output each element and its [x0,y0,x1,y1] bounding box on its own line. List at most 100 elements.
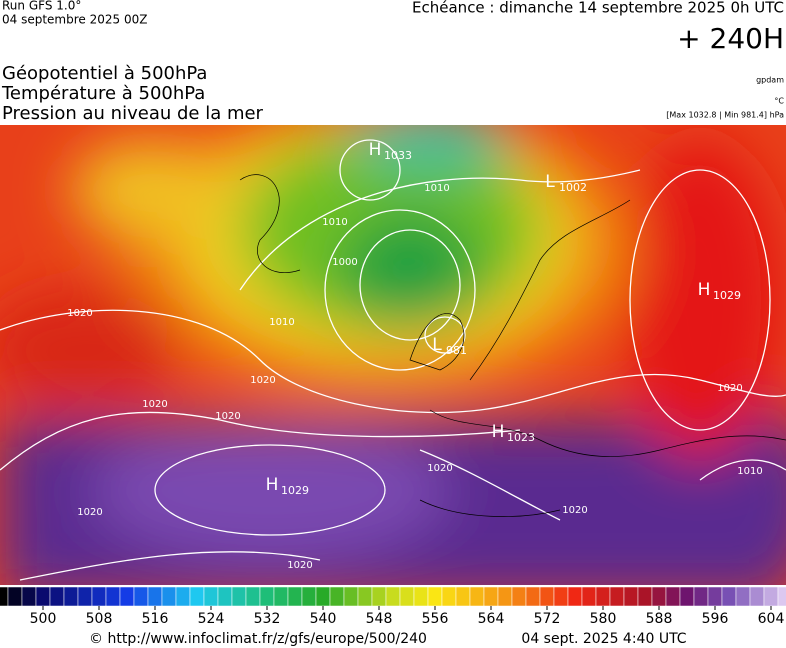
colorbar-tick-label: 580 [590,611,617,627]
colorbar-tick-label: 524 [198,611,225,627]
colorbar-swatch [427,586,443,607]
colorbar-swatch [637,586,653,607]
isobar-label: 1020 [67,308,92,319]
colorbar-swatch [693,586,709,607]
colorbar-swatch [231,586,247,607]
isobar-label: 1020 [142,399,167,410]
centre-value: 1033 [384,149,412,162]
colorbar-swatch [399,586,415,607]
colorbar-swatch [287,586,303,607]
isobar-label: 1020 [215,411,240,422]
colorbar-swatch [0,586,9,607]
unit: gpdam [756,76,784,85]
colorbar-swatch [133,586,149,607]
isobar-label: 1010 [424,183,449,194]
title: Géopotentiel à 500hPa [2,63,207,84]
colorbar-swatch [49,586,65,607]
horizon: + 240H [677,22,784,55]
colorbar-swatch [315,586,331,607]
colorbar: 500 508 516 524 532 540 548 556 564 572 580 588 596 6… [0,586,786,627]
isobar-label: 1020 [427,463,452,474]
isobar-label: 1010 [269,317,294,328]
centre-kind: L [432,335,442,355]
colorbar-swatch [469,586,485,607]
colorbar-swatch [91,586,107,607]
colorbar-swatch [21,586,37,607]
colorbar-swatch [525,586,541,607]
colorbar-swatch [511,586,527,607]
colorbar-swatch [749,586,765,607]
isobar-label: 1010 [737,466,762,477]
isobar-label: 1000 [332,257,357,268]
colorbar-swatch [301,586,317,607]
colorbar-tick-label: 516 [142,611,169,627]
colorbar-swatch [721,586,737,607]
colorbar-tick-label: 500 [30,611,57,627]
colorbar-tick-label: 508 [86,611,113,627]
centre-value: 1023 [507,431,535,444]
isobar-label: 1010 [322,217,347,228]
colorbar-swatch [763,586,779,607]
centre-kind: H [266,475,279,495]
colorbar-tick-label: 556 [422,611,449,627]
colorbar-swatch [455,586,471,607]
colorbar-tick-label: 572 [534,611,561,627]
colorbar-swatch [777,586,786,607]
colorbar-swatch [665,586,681,607]
colorbar-swatch [371,586,387,607]
colorbar-swatch [329,586,345,607]
run: Run GFS 1.0° [2,0,81,13]
colorbar-swatch [63,586,79,607]
colorbar-swatch [217,586,233,607]
colorbar-tick-label: 540 [310,611,337,627]
colorbar-swatch [259,586,275,607]
isobar-label: 1020 [562,505,587,516]
colorbar-tick-label: 532 [254,611,281,627]
isobar-label: 1020 [717,383,742,394]
colorbar-swatch [343,586,359,607]
colorbar-swatch [273,586,289,607]
colorbar-tick-label: 548 [366,611,393,627]
echeance: Echéance : dimanche 14 septembre 2025 0h… [412,0,784,17]
centre-kind: H [492,422,505,442]
colorbar-swatch [609,586,625,607]
timestamp: 04 sept. 2025 4:40 UTC [521,631,686,647]
colorbar-swatch [539,586,555,607]
colorbar-tick-label: 604 [758,611,785,627]
colorbar-swatch [147,586,163,607]
colorbar-swatch [679,586,695,607]
isobar-label: 1020 [77,507,102,518]
colorbar-swatch [567,586,583,607]
title: Température à 500hPa [1,83,205,104]
colorbar-swatch [497,586,513,607]
colorbar-swatch [553,586,569,607]
centre-value: 1002 [559,181,587,194]
colorbar-swatch [581,586,597,607]
colorbar-swatch [35,586,51,607]
colorbar-swatch [77,586,93,607]
colorbar-swatch [595,586,611,607]
colorbar-swatch [7,586,23,607]
colorbar-swatch [357,586,373,607]
colorbar-swatch [119,586,135,607]
centre-kind: H [698,280,711,300]
colorbar-swatch [441,586,457,607]
map [0,125,786,585]
centre-kind: H [369,140,382,160]
unit: °C [774,97,784,106]
colorbar-tick-label: 596 [702,611,729,627]
run-date: 04 septembre 2025 00Z [2,13,147,27]
isobar-label: 1020 [287,560,312,571]
colorbar-swatch [161,586,177,607]
colorbar-swatch [105,586,121,607]
colorbar-tick-label: 564 [478,611,505,627]
coastlines [239,174,786,517]
centre-value: 981 [446,344,467,357]
colorbar-swatch [707,586,723,607]
colorbar-swatch [651,586,667,607]
colorbar-swatch [189,586,205,607]
source-url: © http://www.infoclimat.fr/z/gfs/europe/… [89,631,427,647]
colorbar-swatch [483,586,499,607]
